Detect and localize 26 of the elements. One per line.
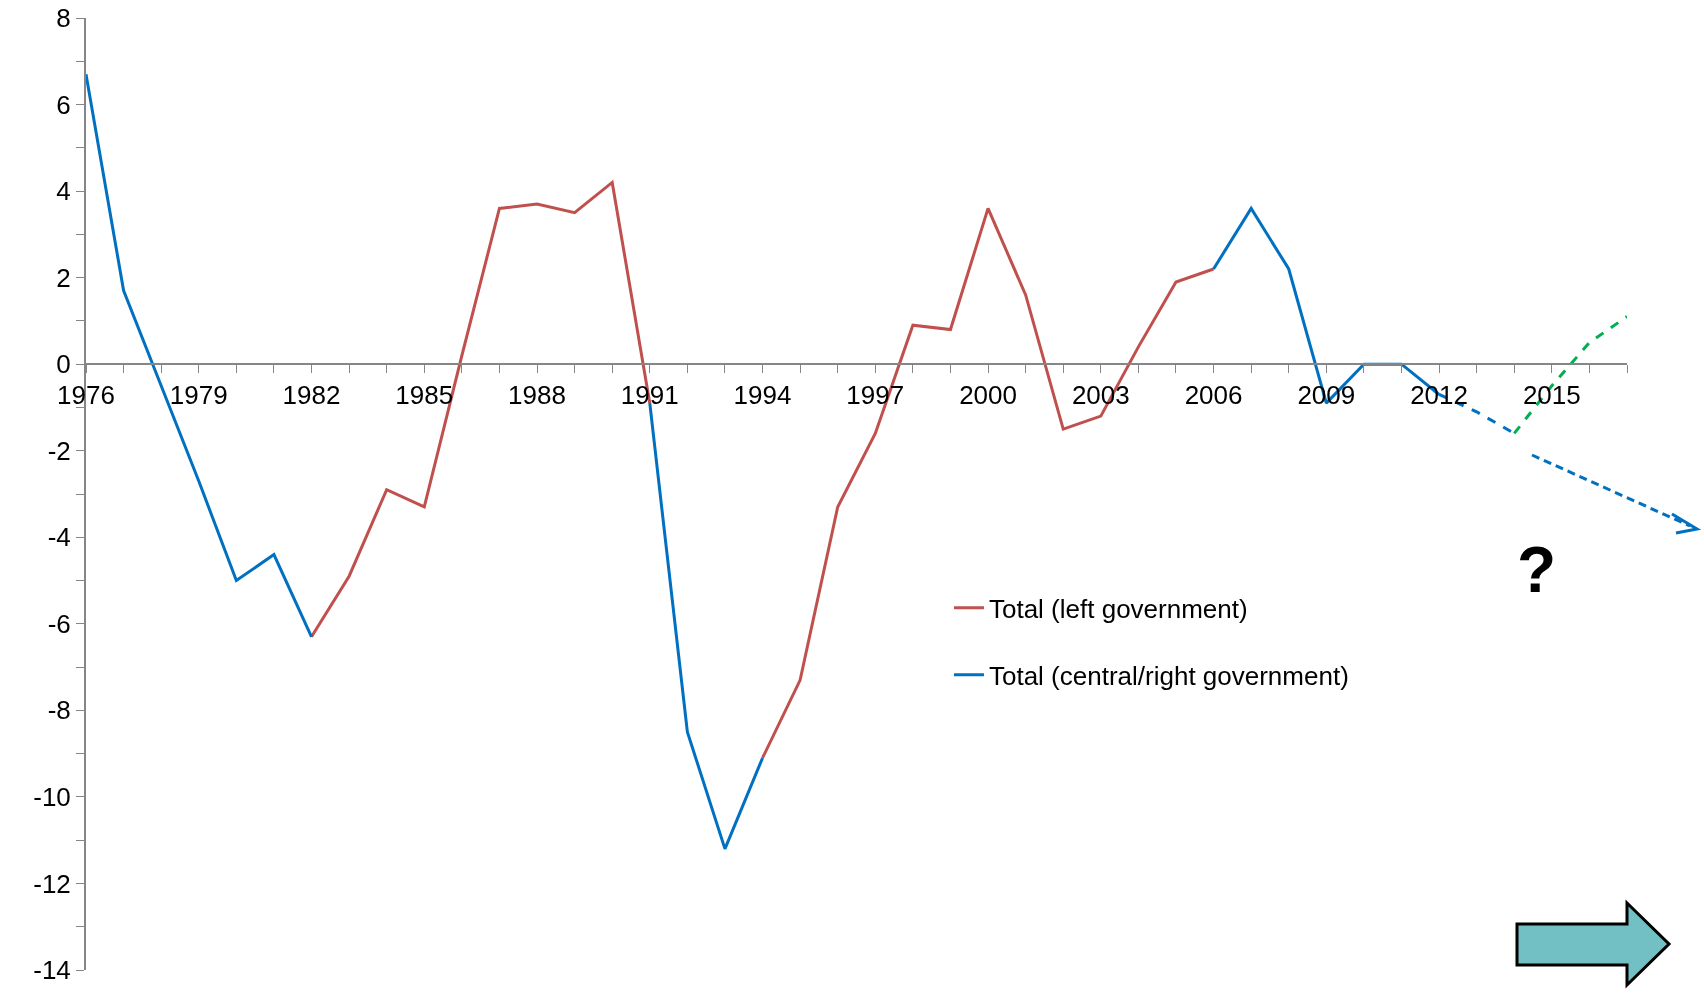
x-tick-label: 1982 — [282, 380, 341, 411]
annotation: ? — [1517, 534, 1557, 606]
x-tick-label: 2012 — [1410, 380, 1468, 411]
legend-label: Total (left government) — [988, 593, 1248, 624]
x-tick-label: 1994 — [733, 380, 792, 411]
y-tick-label: 4 — [56, 176, 71, 207]
x-tick-label: 2006 — [1184, 380, 1243, 411]
y-tick-label: -4 — [47, 522, 71, 553]
x-tick-label: 1979 — [169, 380, 228, 411]
y-tick-label: 8 — [56, 3, 71, 34]
y-tick-label: -12 — [33, 868, 71, 899]
x-tick-label: 1985 — [395, 380, 454, 411]
legend-label: Total (central/right government) — [988, 660, 1349, 691]
y-tick-label: 0 — [56, 349, 71, 380]
y-tick-label: 2 — [56, 262, 71, 293]
x-tick-label: 1976 — [57, 380, 115, 411]
x-tick-label: 1988 — [508, 380, 566, 411]
x-tick-label: 2015 — [1522, 380, 1581, 411]
y-tick-label: -2 — [47, 435, 71, 466]
y-tick-label: -10 — [33, 782, 71, 813]
x-tick-label: 2000 — [959, 380, 1017, 411]
y-tick-label: 6 — [56, 89, 71, 120]
y-tick-label: -6 — [47, 608, 71, 639]
line-series — [1512, 315, 1627, 435]
y-tick-label: -14 — [33, 955, 71, 986]
y-tick-label: -8 — [47, 695, 71, 726]
